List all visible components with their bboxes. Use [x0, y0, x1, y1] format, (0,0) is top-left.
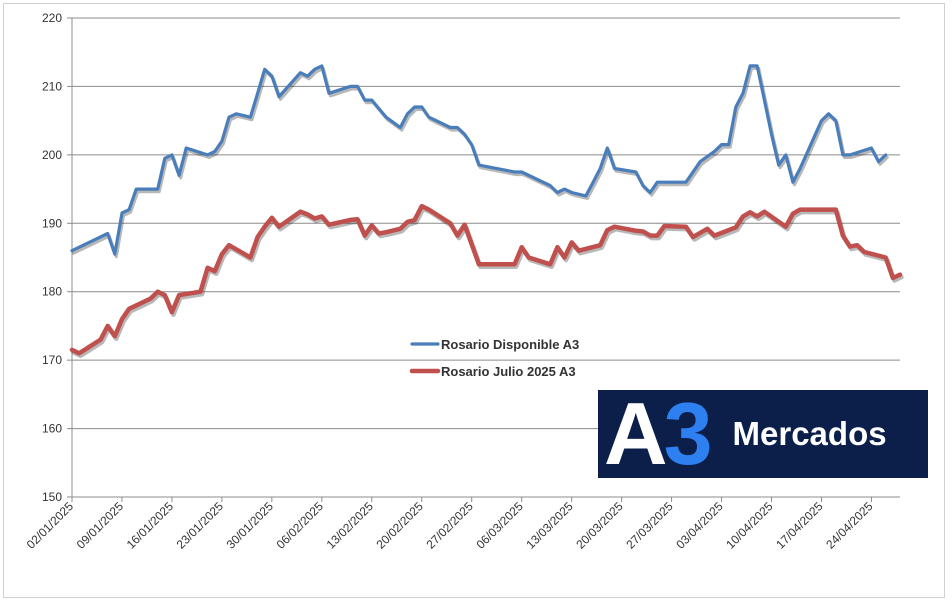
- x-tick-label: 24/04/2025: [823, 499, 876, 552]
- legend-label: Rosario Disponible A3: [441, 337, 579, 352]
- legend-label: Rosario Julio 2025 A3: [441, 364, 576, 379]
- y-tick-label: 170: [42, 353, 62, 367]
- x-tick-label: 02/01/2025: [24, 499, 77, 552]
- a3-mercados-logo: A 3 Mercados: [598, 390, 928, 478]
- series-shadow: [71, 206, 904, 359]
- y-tick-label: 200: [42, 148, 62, 162]
- series-line-1: [70, 64, 888, 256]
- y-tick-label: 220: [42, 11, 62, 25]
- y-axis: 150 160 170 180 190 200 210 220: [42, 11, 73, 504]
- x-tick-label: 06/02/2025: [274, 499, 327, 552]
- y-tick-label: 160: [42, 422, 62, 436]
- logo-numeral: 3: [663, 384, 713, 483]
- y-tick-label: 190: [42, 216, 62, 230]
- x-tick-label: 16/01/2025: [124, 499, 177, 552]
- series-line-2: [69, 203, 903, 356]
- y-tick-label: 180: [42, 285, 62, 299]
- x-tick-label: 03/04/2025: [673, 499, 726, 552]
- x-tick-label: 17/04/2025: [773, 499, 826, 552]
- chart-frame: [3, 3, 945, 598]
- x-tick-label: 20/03/2025: [573, 499, 626, 552]
- x-tick-label: 27/03/2025: [623, 499, 676, 552]
- x-axis: 02/01/202509/01/202516/01/202523/01/2025…: [24, 496, 900, 552]
- logo-wordmark: Mercados: [732, 415, 887, 452]
- x-tick-label: 06/03/2025: [473, 499, 526, 552]
- y-tick-label: 150: [42, 490, 62, 504]
- x-tick-label: 13/03/2025: [523, 499, 576, 552]
- x-tick-label: 30/01/2025: [224, 499, 277, 552]
- series-lines: [69, 64, 904, 359]
- x-tick-label: 10/04/2025: [723, 499, 776, 552]
- logo-letter: A: [604, 384, 668, 483]
- x-tick-label: 20/02/2025: [374, 499, 427, 552]
- x-tick-label: 13/02/2025: [324, 499, 377, 552]
- x-tick-label: 23/01/2025: [174, 499, 227, 552]
- legend: Rosario Disponible A3 Rosario Julio 2025 …: [409, 337, 579, 379]
- x-tick-label: 27/02/2025: [423, 499, 476, 552]
- y-tick-label: 210: [42, 79, 62, 93]
- x-tick-label: 09/01/2025: [74, 499, 127, 552]
